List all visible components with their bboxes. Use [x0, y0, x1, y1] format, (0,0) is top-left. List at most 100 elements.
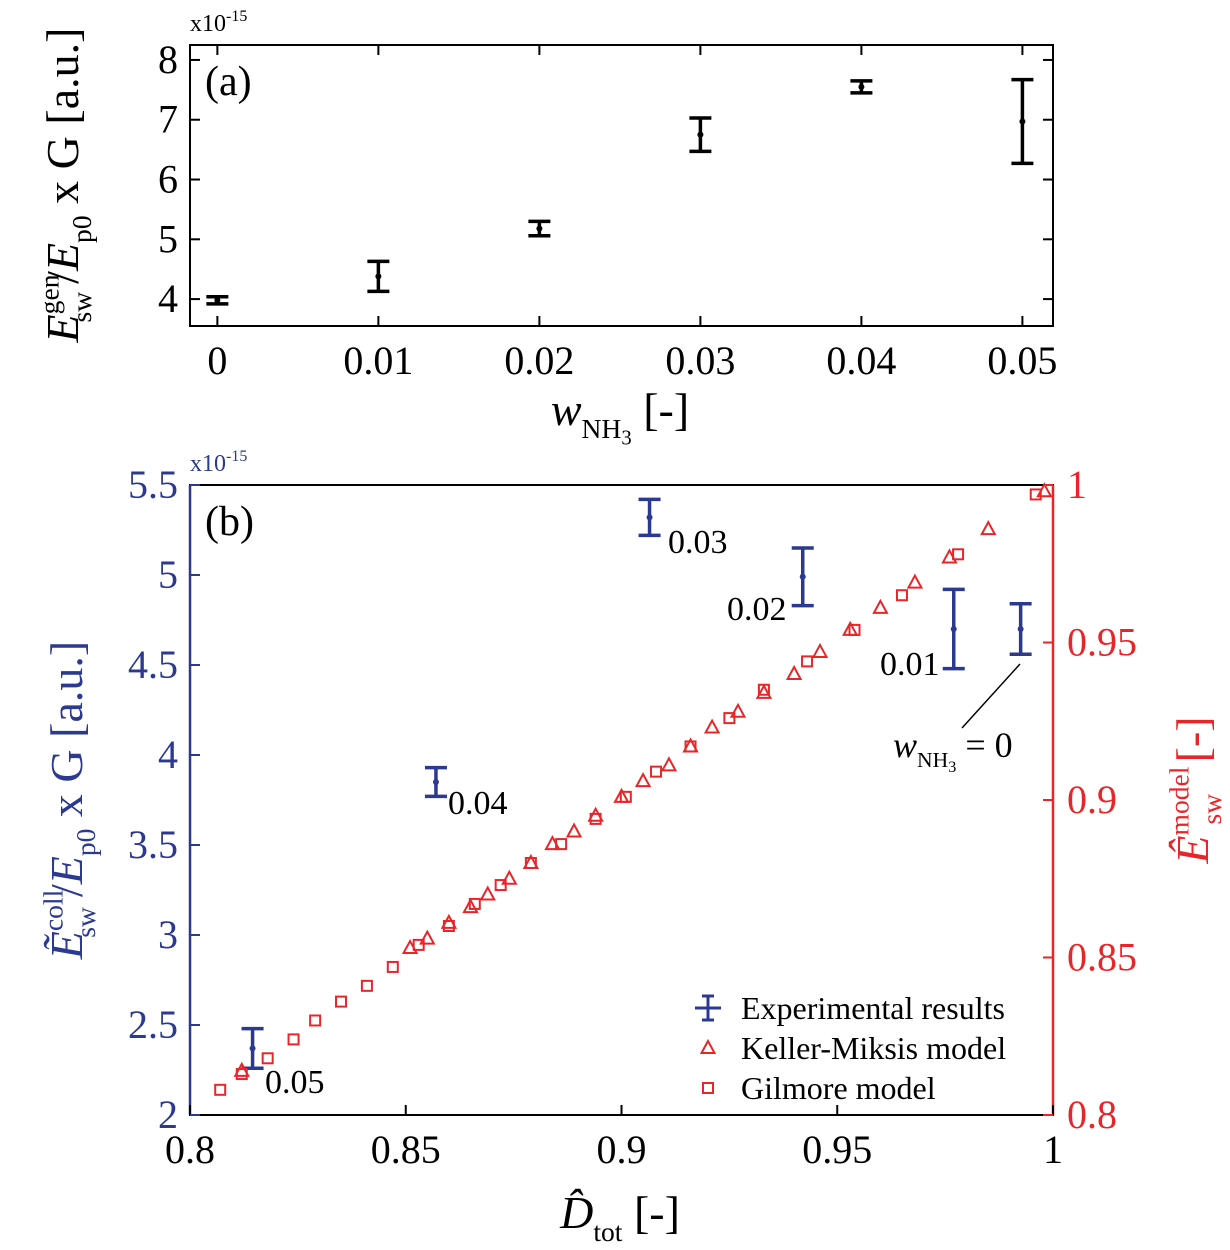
label-part: coll [38, 889, 69, 931]
triangle-marker [634, 772, 652, 788]
triangle-marker [872, 598, 889, 614]
annotation: 0.03 [668, 524, 728, 561]
y-tick-label: 4.5 [128, 642, 178, 687]
square-marker [412, 938, 425, 951]
legend-marker [702, 1082, 714, 1094]
y-tick-label: 3.5 [128, 822, 178, 867]
label-part: w [551, 384, 582, 435]
legend-marker [699, 1038, 717, 1054]
y2-tick-label: 0.9 [1067, 777, 1117, 822]
square-marker [335, 995, 348, 1008]
data-point [432, 779, 439, 785]
label-part: sw [66, 292, 97, 323]
y-tick-label: 4 [158, 276, 178, 321]
triangle-marker [419, 929, 436, 945]
series [214, 488, 1042, 1096]
label-part: 3 [621, 427, 631, 449]
data-point [697, 131, 704, 138]
label-part: x G [a.u.] [37, 28, 88, 216]
square-marker [261, 1052, 274, 1065]
data-point [375, 273, 382, 280]
x-tick-label: 0.03 [665, 338, 735, 383]
x-tick-label: 0.05 [987, 338, 1057, 383]
y2-tick-label: 0.95 [1067, 620, 1137, 665]
square-marker [589, 812, 602, 825]
panel-label: (a) [205, 59, 252, 105]
label-part: model [1164, 766, 1195, 835]
triangle-marker [729, 702, 747, 718]
square-marker [848, 623, 861, 636]
x-tick-label: 0.01 [343, 338, 413, 383]
exponent-label: x10-15 [190, 8, 247, 37]
legend-marker [695, 994, 721, 1022]
triangle-marker [479, 885, 496, 901]
y-tick-label: 7 [158, 97, 178, 142]
label-part: x G [a.u.] [41, 641, 92, 829]
x-tick-label: 0.8 [165, 1127, 215, 1172]
label-part: 3 [948, 758, 956, 776]
series [241, 497, 1032, 1070]
label-part: sw [70, 907, 101, 938]
square-marker [468, 897, 481, 910]
square-marker [895, 589, 908, 602]
y-axis-label: Egensw/Ep0 x G [a.u.] [34, 28, 97, 344]
triangle-marker [980, 520, 997, 536]
label-part: NH [917, 748, 948, 772]
annotation: 0.04 [448, 785, 508, 822]
y-tick-label: 2 [158, 1092, 178, 1137]
y2-tick-label: 0.85 [1067, 935, 1137, 980]
annotation-zero: wNH3 = 0 [893, 725, 1013, 776]
exponent-power: -15 [226, 448, 247, 465]
exponent-power: -15 [226, 8, 247, 25]
label-part: Ê [1167, 836, 1218, 865]
x-axis-label: D̂tot [-] [559, 1187, 680, 1247]
label-part: NH [582, 413, 622, 444]
label-part: D̂ [559, 1187, 593, 1238]
y-axis-label: Ẽcollsw /Ep0 x G [a.u.] [38, 641, 101, 960]
data-point [950, 626, 957, 632]
y-tick-label: 2.5 [128, 1002, 178, 1047]
y-tick-label: 6 [158, 157, 178, 202]
triangle-marker [501, 869, 518, 885]
annotation: 0.01 [880, 646, 940, 683]
label-part: [-] [632, 384, 689, 435]
square-marker [494, 879, 507, 892]
series [233, 482, 1053, 1077]
label-part: sw [1196, 794, 1227, 825]
y-tick-label: 5.5 [128, 462, 178, 507]
triangle-marker [660, 756, 678, 772]
square-marker [684, 740, 697, 753]
square-marker [801, 655, 814, 668]
label-part: p0 [70, 829, 101, 857]
x-tick-label: 0.04 [826, 338, 896, 383]
x-tick-label: 0.9 [597, 1127, 647, 1172]
label-part: Ẽ [41, 931, 92, 960]
panel-label: (b) [205, 499, 254, 545]
y2-tick-label: 0.8 [1067, 1092, 1117, 1137]
annotation: 0.02 [727, 591, 787, 628]
label-part: E [41, 856, 92, 885]
label-part: / [37, 271, 88, 284]
square-marker [555, 838, 568, 851]
y2-axis-label: Êmodelsw [-] [1164, 716, 1227, 864]
data-point [646, 514, 653, 521]
square-marker [287, 1033, 300, 1046]
legend-label: Experimental results [741, 990, 1005, 1026]
label-part: / [41, 884, 92, 897]
x-axis-label: wNH3 [-] [551, 384, 689, 449]
data-point [799, 573, 806, 580]
y-tick-label: 8 [158, 37, 178, 82]
square-marker [386, 960, 399, 973]
legend-label: Keller-Miksis model [741, 1030, 1006, 1066]
plot-frame [189, 44, 1054, 327]
triangle-marker [906, 573, 924, 589]
x-tick-label: 0.95 [802, 1127, 872, 1172]
label-part: gen [34, 274, 65, 314]
y-tick-label: 5 [158, 552, 178, 597]
exponent-base: x10 [190, 451, 226, 477]
exponent-base: x10 [190, 11, 226, 37]
y-tick-label: 5 [158, 216, 178, 261]
annotation: 0.05 [265, 1064, 325, 1101]
x-tick-label: 0.02 [504, 338, 574, 383]
y-tick-label: 4 [158, 732, 178, 777]
